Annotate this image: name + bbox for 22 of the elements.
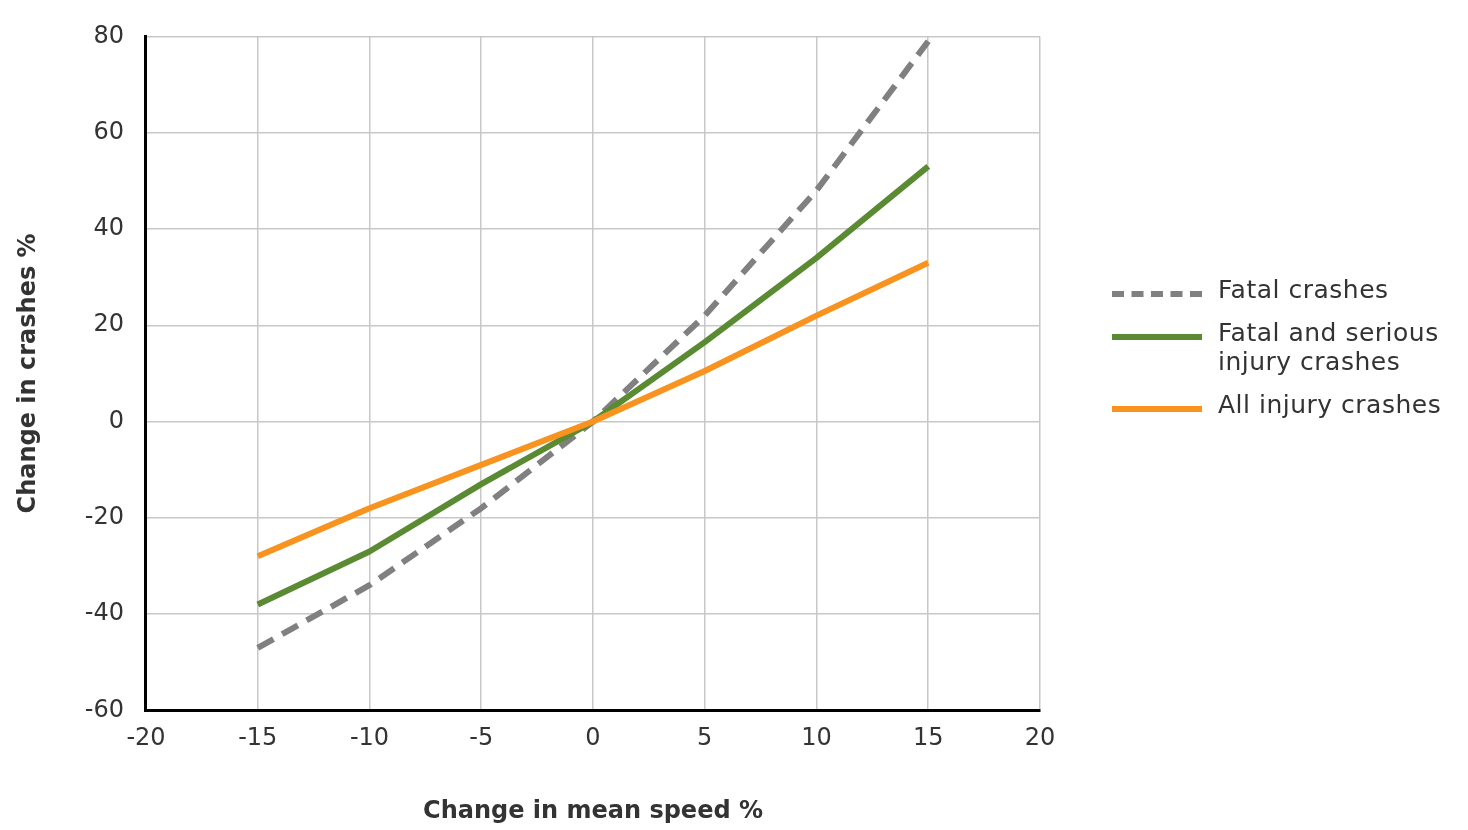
legend-label: All injury crashes: [1218, 390, 1443, 419]
x-tick-label: -10: [349, 723, 390, 752]
x-tick-label: 5: [697, 723, 713, 752]
y-tick-label: 40: [93, 213, 124, 242]
y-tick-label: 80: [93, 20, 124, 49]
x-axis-title: Change in mean speed %: [423, 795, 763, 824]
y-tick-label: -20: [84, 502, 124, 531]
x-tick-label: -20: [126, 723, 166, 752]
y-axis-title: Change in crashes %: [12, 233, 41, 514]
y-tick-label: -60: [84, 694, 124, 723]
y-tick-label: 20: [93, 309, 124, 338]
x-tick-label: 0: [585, 723, 601, 752]
x-tick-label: 10: [801, 723, 832, 752]
y-tick-label: 60: [93, 116, 124, 145]
y-tick-label: -40: [84, 598, 124, 627]
x-tick-label: 20: [1024, 723, 1056, 752]
x-tick-label: 15: [912, 723, 944, 752]
x-tick-label: -15: [238, 723, 278, 752]
x-tick-label: -5: [469, 723, 494, 752]
legend-label: Fatal and serious injury crashes: [1218, 318, 1440, 376]
legend-label: Fatal crashes: [1218, 275, 1390, 304]
y-tick-label: 0: [108, 405, 124, 434]
